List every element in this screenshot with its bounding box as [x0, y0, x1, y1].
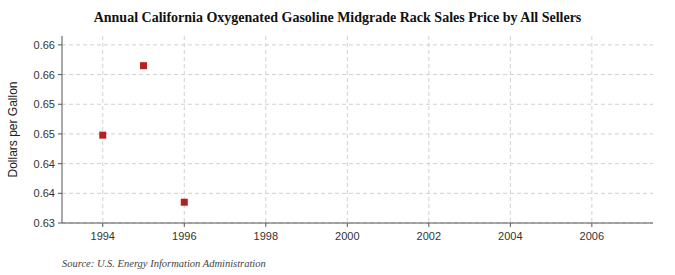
y-tick: [58, 133, 62, 134]
y-tick: [58, 104, 62, 105]
x-tick: [265, 223, 266, 227]
y-axis-label: Dollars per Gallon: [6, 81, 20, 177]
x-tick: [102, 223, 103, 227]
x-grid-line: [265, 36, 266, 223]
x-tick: [428, 223, 429, 227]
y-grid-line: [62, 74, 653, 75]
y-grid-line: [62, 104, 653, 105]
x-grid-line: [591, 36, 592, 223]
y-tick: [58, 163, 62, 164]
x-tick-label: 2006: [580, 230, 604, 242]
x-grid-line: [510, 36, 511, 223]
x-tick-label: 1998: [254, 230, 278, 242]
title: Annual California Oxygenated Gasoline Mi…: [94, 10, 582, 25]
y-tick-label: 0.66: [34, 39, 55, 51]
x-grid-line: [428, 36, 429, 223]
x-tick-label: 2004: [498, 230, 522, 242]
x-axis-line: [62, 223, 653, 224]
y-grid-line: [62, 223, 653, 224]
x-grid-line: [102, 36, 103, 223]
x-tick: [347, 223, 348, 227]
point: [99, 132, 106, 139]
y-grid-line: [62, 44, 653, 45]
source-note: Source: U.S. Energy Information Administ…: [62, 258, 266, 269]
y-grid-line: [62, 193, 653, 194]
x-tick: [510, 223, 511, 227]
x-grid-line: [184, 36, 185, 223]
y-tick-label: 0.65: [34, 128, 55, 140]
x-tick-label: 1996: [172, 230, 196, 242]
chart: 1994 1996 1998 2000 2002 2004 2006 0.63 0.64 0.64…: [0, 0, 675, 275]
y-tick: [58, 223, 62, 224]
y-tick-label: 0.66: [34, 69, 55, 81]
x-grid-line: [347, 36, 348, 223]
y-grid-line: [62, 163, 653, 164]
x-tick: [184, 223, 185, 227]
y-axis-line: [62, 36, 63, 223]
y-tick: [58, 193, 62, 194]
x-tick-label: 1994: [91, 230, 115, 242]
y-tick-label: 0.65: [34, 98, 55, 110]
y-tick: [58, 44, 62, 45]
x-tick-label: 2002: [417, 230, 441, 242]
x-axis: 1994 1996 1998 2000 2002 2004 2006: [91, 223, 605, 242]
point: [140, 62, 147, 69]
point: [181, 199, 188, 206]
y-tick: [58, 74, 62, 75]
y-tick-label: 0.63: [34, 217, 55, 229]
y-axis: 0.63 0.64 0.64 0.65 0.65 0.66 0.66: [34, 39, 62, 229]
y-grid-line: [62, 133, 653, 134]
data-points: [99, 62, 188, 206]
x-tick: [591, 223, 592, 227]
background: [0, 0, 675, 275]
y-tick-label: 0.64: [34, 158, 55, 170]
y-tick-label: 0.64: [34, 187, 55, 199]
x-tick-label: 2000: [335, 230, 359, 242]
grid: [62, 36, 653, 223]
